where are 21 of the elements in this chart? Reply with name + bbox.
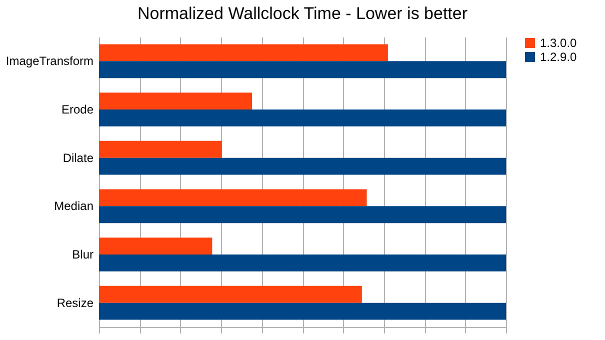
y-tick-label: Erode [61, 102, 94, 116]
bar [99, 254, 506, 272]
y-tick-label: Median [54, 199, 94, 214]
legend-label: 1.2.9.0 [540, 50, 578, 64]
bar [99, 61, 506, 78]
bar [99, 302, 506, 320]
bar [99, 110, 506, 126]
y-tick-label: ImageTransform [6, 54, 94, 68]
legend-label: 1.3.0.0 [540, 36, 578, 50]
bar [99, 44, 388, 62]
bar [99, 286, 362, 303]
y-tick-label: Blur [72, 248, 94, 262]
y-tick-label: Dilate [62, 150, 94, 165]
bar [99, 238, 212, 254]
bar [99, 158, 506, 175]
bar [99, 92, 252, 110]
bar [99, 140, 222, 158]
bar [99, 189, 367, 206]
chart-title: Normalized Wallclock Time - Lower is better [137, 4, 468, 23]
y-tick-label: Resize [56, 296, 94, 310]
bar [99, 206, 506, 224]
